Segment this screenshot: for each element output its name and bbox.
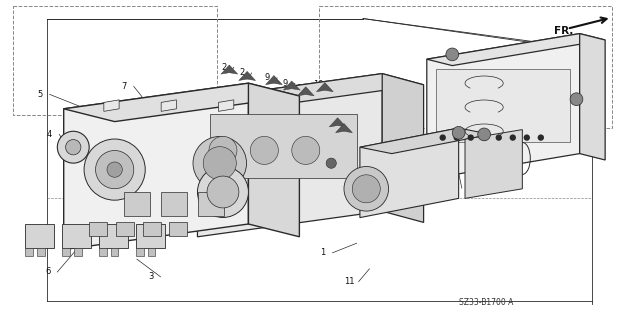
Polygon shape [239, 71, 255, 81]
Circle shape [57, 131, 89, 163]
Text: FR.: FR. [554, 26, 573, 36]
Circle shape [197, 166, 248, 218]
Bar [318, 6, 612, 128]
Circle shape [510, 134, 516, 141]
Text: 11: 11 [344, 277, 354, 286]
Circle shape [482, 134, 488, 141]
Bar [111, 248, 118, 256]
Bar [124, 192, 150, 216]
Polygon shape [197, 74, 382, 237]
Polygon shape [248, 83, 299, 237]
Text: 2: 2 [222, 63, 227, 72]
Circle shape [84, 139, 145, 200]
Bar [62, 248, 70, 256]
Bar [13, 6, 217, 115]
Circle shape [454, 134, 460, 141]
Bar [436, 69, 570, 142]
Bar [99, 248, 107, 256]
Polygon shape [218, 100, 234, 111]
Circle shape [440, 134, 446, 141]
Polygon shape [329, 118, 346, 127]
Bar [89, 222, 107, 236]
Bar [25, 224, 54, 248]
Circle shape [203, 147, 236, 180]
Text: 9: 9 [297, 84, 302, 93]
Text: 8: 8 [329, 115, 334, 124]
Circle shape [326, 158, 336, 168]
Bar [136, 248, 144, 256]
Circle shape [207, 176, 239, 208]
Text: 5: 5 [38, 90, 43, 99]
Circle shape [107, 162, 122, 177]
Polygon shape [465, 130, 522, 198]
Polygon shape [379, 141, 422, 195]
Polygon shape [197, 74, 424, 110]
Bar [62, 224, 91, 248]
Polygon shape [427, 34, 605, 66]
Polygon shape [104, 100, 119, 111]
Bar [136, 224, 165, 248]
Circle shape [209, 136, 237, 164]
Polygon shape [297, 87, 314, 96]
Text: 1: 1 [320, 248, 326, 257]
Bar [74, 248, 82, 256]
Circle shape [524, 134, 530, 141]
Text: 9: 9 [283, 79, 288, 88]
Bar [99, 224, 128, 248]
Circle shape [292, 136, 320, 164]
Circle shape [193, 136, 247, 190]
Bar [161, 192, 187, 216]
Circle shape [250, 136, 278, 164]
Circle shape [96, 150, 134, 189]
Bar [210, 114, 357, 178]
Polygon shape [427, 34, 580, 179]
Text: 14: 14 [320, 165, 330, 174]
Circle shape [478, 128, 490, 141]
Bar [143, 222, 161, 236]
Circle shape [496, 134, 502, 141]
Bar [25, 248, 33, 256]
Text: SZ33-B1700 A: SZ33-B1700 A [459, 298, 513, 307]
Text: 10: 10 [313, 80, 324, 89]
Polygon shape [161, 100, 176, 111]
Polygon shape [64, 83, 299, 122]
Text: 9: 9 [265, 73, 270, 82]
Circle shape [352, 175, 380, 203]
Text: 12: 12 [447, 184, 457, 193]
Bar [148, 248, 155, 256]
Text: 4: 4 [47, 130, 52, 139]
Circle shape [538, 134, 544, 141]
Polygon shape [64, 83, 248, 250]
Text: 8: 8 [335, 120, 340, 129]
Bar [116, 222, 134, 236]
Polygon shape [360, 128, 490, 154]
Polygon shape [360, 128, 459, 218]
Polygon shape [580, 34, 605, 160]
Polygon shape [317, 83, 333, 92]
Polygon shape [336, 124, 352, 133]
Text: 6: 6 [45, 268, 50, 276]
Bar [37, 248, 45, 256]
Text: 2: 2 [240, 68, 245, 77]
Polygon shape [221, 65, 238, 74]
Circle shape [452, 126, 465, 139]
Polygon shape [382, 74, 424, 222]
Text: 7: 7 [122, 82, 127, 91]
Bar [198, 192, 224, 216]
Circle shape [446, 48, 459, 61]
Polygon shape [283, 81, 300, 90]
Circle shape [570, 93, 583, 106]
Circle shape [344, 166, 389, 211]
Bar [169, 222, 187, 236]
Text: 13: 13 [493, 180, 503, 188]
Circle shape [468, 134, 474, 141]
Text: 3: 3 [148, 272, 154, 281]
Circle shape [66, 140, 81, 155]
Polygon shape [266, 76, 282, 85]
